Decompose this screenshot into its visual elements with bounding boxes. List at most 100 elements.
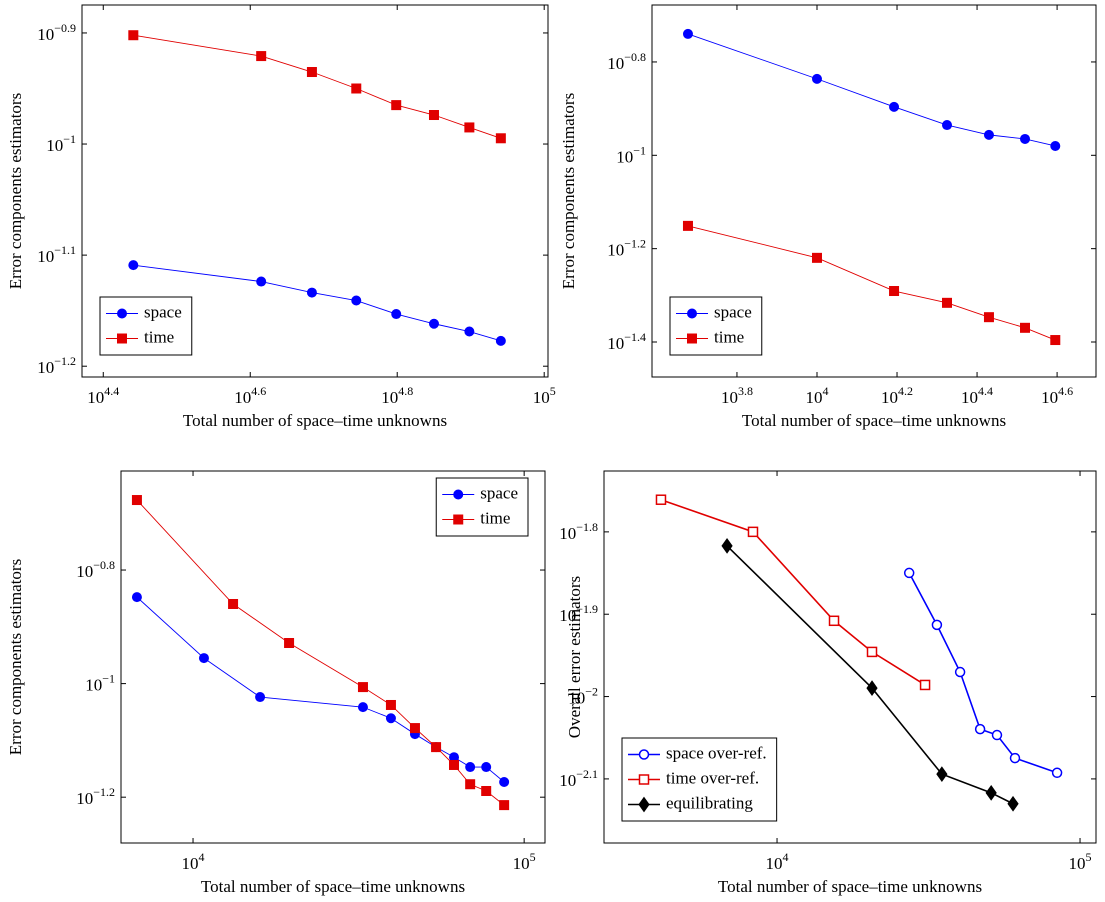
- series-line: [660, 498, 926, 686]
- marker: [117, 308, 127, 319]
- legend-label: time: [714, 327, 744, 346]
- marker: [255, 692, 266, 703]
- marker: [464, 326, 475, 337]
- marker: [1051, 767, 1063, 779]
- x-tick-label: 104: [766, 850, 789, 873]
- marker: [357, 682, 368, 693]
- x-axis-label: Total number of space–time unknowns: [718, 877, 982, 896]
- y-tick-label: 10−1.2: [76, 785, 115, 808]
- marker: [428, 318, 439, 329]
- marker: [1009, 752, 1021, 764]
- marker: [682, 220, 693, 231]
- legend-box: [99, 296, 193, 356]
- y-tick-label: 10−1.4: [607, 330, 646, 353]
- legend-box: [669, 296, 763, 356]
- y-tick-label: 10−1.1: [37, 243, 76, 266]
- marker: [256, 276, 267, 287]
- x-tick-label: 105: [1069, 850, 1092, 873]
- x-tick-label: 105: [533, 384, 556, 407]
- series-line: [136, 596, 505, 783]
- marker: [385, 699, 396, 710]
- marker: [128, 260, 139, 271]
- marker: [465, 762, 476, 773]
- marker: [1050, 140, 1061, 151]
- marker: [391, 100, 402, 111]
- plot-frame: [120, 470, 546, 844]
- legend-box: [435, 477, 529, 537]
- marker: [453, 489, 464, 500]
- y-tick-label: 10−0.8: [76, 558, 115, 581]
- marker: [936, 766, 948, 782]
- marker: [431, 742, 442, 753]
- marker: [991, 729, 1003, 741]
- y-tick-label: 10−1.2: [37, 354, 76, 377]
- marker: [811, 73, 822, 84]
- y-tick-label: 10−1: [46, 132, 76, 155]
- marker: [357, 702, 368, 713]
- marker: [983, 129, 994, 140]
- marker: [464, 122, 475, 133]
- marker: [687, 333, 697, 344]
- marker: [903, 567, 915, 579]
- marker: [919, 679, 931, 691]
- marker: [983, 312, 994, 323]
- marker: [721, 538, 733, 554]
- series-line: [133, 264, 501, 342]
- x-tick-label: 104.6: [1041, 384, 1073, 407]
- legend: space time: [99, 296, 193, 356]
- marker: [499, 800, 510, 811]
- x-tick-label: 104.2: [881, 384, 913, 407]
- x-tick-label: 104.6: [234, 384, 266, 407]
- x-tick-label: 104.4: [87, 384, 119, 407]
- marker: [811, 252, 822, 263]
- x-tick-label: 104: [805, 384, 828, 407]
- y-axis-label: Error components estimators: [6, 93, 25, 289]
- marker: [449, 759, 460, 770]
- y-tick-label: 10−2: [568, 684, 598, 707]
- legend-label: space: [480, 483, 518, 502]
- marker: [747, 526, 759, 538]
- marker: [1020, 322, 1031, 333]
- x-tick-label: 105: [513, 850, 536, 873]
- marker: [351, 295, 362, 306]
- x-axis-label: Total number of space–time unknowns: [183, 411, 447, 430]
- marker: [942, 297, 953, 308]
- y-tick-label: 10−1.9: [559, 602, 598, 625]
- marker: [828, 615, 840, 627]
- marker: [117, 333, 127, 344]
- legend: space time: [669, 296, 763, 356]
- marker: [1020, 133, 1031, 144]
- y-tick-label: 10−1.8: [559, 520, 598, 543]
- x-axis-label: Total number of space–time unknowns: [201, 877, 465, 896]
- marker: [481, 785, 492, 796]
- series-line: [908, 572, 1058, 774]
- x-tick-label: 104.8: [381, 384, 413, 407]
- y-tick-label: 10−0.8: [607, 50, 646, 73]
- legend-label: space: [714, 302, 752, 321]
- marker: [866, 646, 878, 658]
- y-axis-label: Error components estimators: [6, 559, 25, 755]
- marker: [974, 723, 986, 735]
- marker: [495, 133, 506, 144]
- marker: [682, 28, 693, 39]
- y-tick-label: 10−1: [616, 143, 646, 166]
- marker: [391, 309, 402, 320]
- legend-label: time: [480, 508, 510, 527]
- y-axis-label: Error components estimators: [559, 93, 578, 289]
- marker: [306, 287, 317, 298]
- marker: [409, 723, 420, 734]
- marker: [385, 713, 396, 724]
- legend: space time: [435, 477, 529, 537]
- y-tick-label: 10−1: [85, 671, 115, 694]
- x-tick-label: 104: [182, 850, 205, 873]
- x-axis-label: Total number of space–time unknowns: [742, 411, 1006, 430]
- legend-label: time over-ref.: [666, 768, 759, 787]
- plot-frame: [651, 4, 1097, 378]
- y-tick-label: 10−2.1: [559, 767, 598, 790]
- plot-frame: [603, 470, 1097, 844]
- marker: [428, 110, 439, 121]
- marker: [481, 762, 492, 773]
- marker: [889, 101, 900, 112]
